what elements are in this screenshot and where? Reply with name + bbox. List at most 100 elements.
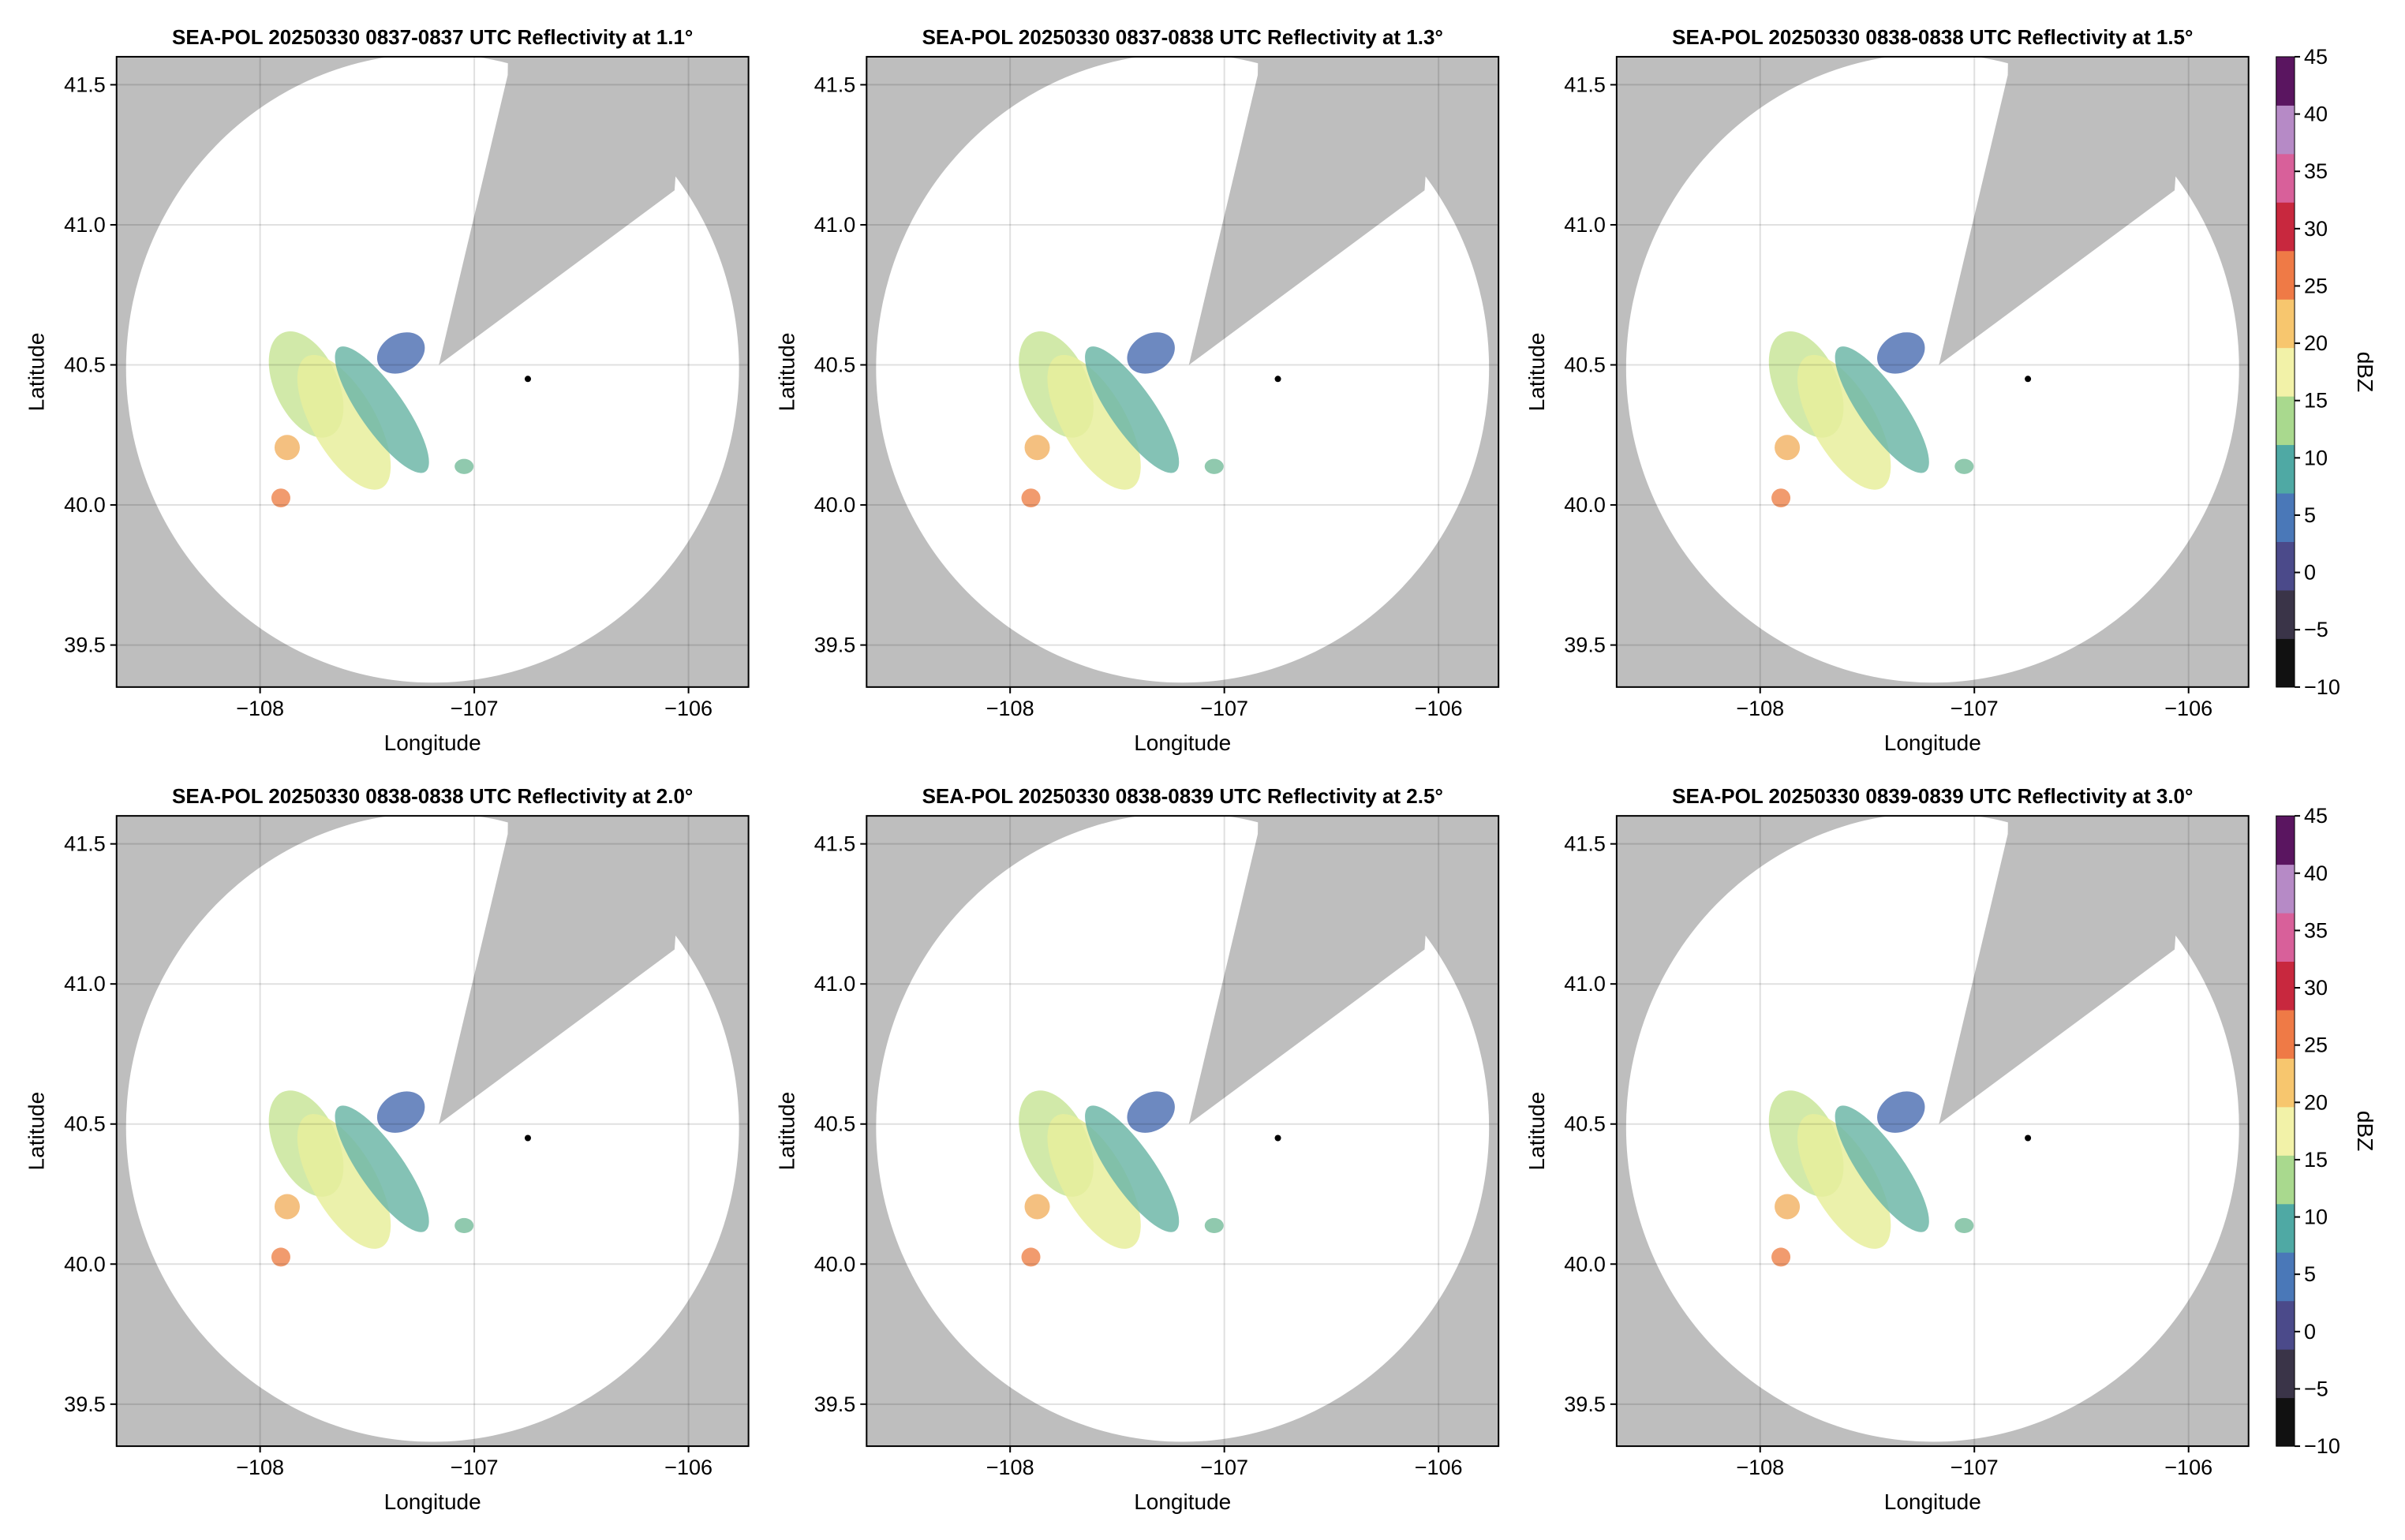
colorbar-tick-label: 20	[2304, 331, 2328, 355]
panel: −108 −107 −106 39.5 40.0 40.5 41.0 41.5 SEA-POL …	[24, 784, 750, 1514]
y-tick-label: 41.0	[814, 213, 856, 237]
axes-frame	[115, 55, 750, 688]
blocked-sector	[439, 816, 684, 1124]
y-axis-label: Latitude	[24, 333, 49, 412]
x-tick-label: −107	[451, 1456, 499, 1479]
echo-area	[271, 488, 290, 508]
echo-area	[1204, 1217, 1224, 1234]
colorbar-segment	[2276, 913, 2295, 962]
plot-area	[1616, 816, 2249, 1447]
colorbar-tick-label: 25	[2304, 1034, 2328, 1057]
colorbar-segment	[2276, 816, 2295, 865]
x-axis-label: Longitude	[384, 1490, 481, 1514]
y-tick-label: 40.0	[64, 1252, 106, 1276]
y-tick-label: 39.5	[64, 634, 106, 657]
colorbar-tick-label: −5	[2304, 1377, 2328, 1400]
y-tick-label: 41.0	[64, 972, 106, 996]
colorbar-tick-label: 25	[2304, 274, 2328, 297]
y-axis-label: Latitude	[774, 333, 799, 412]
echo-area	[1835, 346, 1929, 473]
colorbar-tick-label: 30	[2304, 976, 2328, 1000]
colorbar-segment	[2276, 444, 2295, 494]
colorbar-segment	[2276, 638, 2295, 688]
radar-site	[524, 376, 531, 383]
x-tick-label: −107	[1951, 697, 1999, 720]
y-tick-label: 39.5	[64, 1392, 106, 1416]
chart-title: SEA-POL 20250330 0837-0838 UTC Reflectiv…	[922, 25, 1443, 49]
echo-area	[1954, 458, 1974, 474]
chart-title: SEA-POL 20250330 0838-0838 UTC Reflectiv…	[172, 784, 693, 808]
echo-area	[1127, 332, 1175, 374]
chart-title: SEA-POL 20250330 0838-0838 UTC Reflectiv…	[1672, 25, 2193, 49]
colorbar-segment	[2276, 589, 2295, 639]
chart-title: SEA-POL 20250330 0838-0839 UTC Reflectiv…	[922, 784, 1443, 808]
echo-area	[1775, 435, 1801, 461]
chart-title: SEA-POL 20250330 0839-0839 UTC Reflectiv…	[1672, 784, 2193, 808]
x-axis-label: Longitude	[1134, 1490, 1231, 1514]
echo-area	[1047, 1114, 1141, 1249]
colorbar-segment	[2276, 396, 2295, 446]
colorbar-tick-label: 20	[2304, 1090, 2328, 1114]
x-tick-label: −108	[986, 1456, 1034, 1479]
x-tick-label: −106	[664, 1456, 713, 1479]
radar-site	[2025, 1134, 2032, 1142]
echo-area	[274, 1194, 300, 1220]
colorbar-segment	[2276, 105, 2295, 155]
echo-area	[1797, 354, 1891, 490]
echo-area	[1127, 1091, 1175, 1133]
y-axis-label: Latitude	[774, 1092, 799, 1171]
panel: −108 −107 −106 39.5 40.0 40.5 41.0 41.5 SEA-POL …	[1524, 784, 2377, 1514]
colorbar-tick-label: 45	[2304, 45, 2328, 69]
axes-frame	[866, 815, 1500, 1448]
colorbar-segment	[2276, 864, 2295, 914]
y-tick-label: 40.5	[1564, 1112, 1606, 1136]
x-tick-label: −108	[236, 697, 284, 720]
colorbar-segment	[2276, 347, 2295, 397]
echo-area	[1021, 488, 1041, 508]
echo-area	[297, 354, 391, 490]
chart-title: SEA-POL 20250330 0837-0837 UTC Reflectiv…	[172, 25, 693, 49]
x-tick-label: −107	[1200, 697, 1248, 720]
y-tick-label: 41.5	[64, 832, 106, 856]
panel: −108 −107 −106 39.5 40.0 40.5 41.0 41.5 SEA-POL …	[24, 25, 750, 755]
echo-area	[274, 435, 300, 461]
colorbar-tick-label: 35	[2304, 159, 2328, 183]
colorbar-tick-label: −10	[2304, 675, 2340, 699]
colorbar-segment	[2276, 1155, 2295, 1205]
echo-area	[1024, 1194, 1050, 1220]
y-tick-label: 40.5	[64, 1112, 106, 1136]
x-tick-label: −108	[986, 697, 1034, 720]
colorbar-segment	[2276, 1349, 2295, 1399]
x-axis-label: Longitude	[1884, 1490, 1981, 1514]
colorbar-segment	[2276, 56, 2295, 106]
y-tick-label: 41.0	[1564, 972, 1606, 996]
y-tick-label: 40.0	[814, 493, 856, 517]
panel: −108 −107 −106 39.5 40.0 40.5 41.0 41.5 SEA-POL …	[1524, 25, 2377, 755]
echo-area	[1085, 1105, 1180, 1232]
x-tick-label: −106	[1415, 1456, 1463, 1479]
colorbar-segment	[2276, 961, 2295, 1011]
x-tick-label: −106	[2164, 697, 2212, 720]
radar-site	[524, 1134, 531, 1142]
panel: −108 −107 −106 39.5 40.0 40.5 41.0 41.5 SEA-POL …	[774, 784, 1500, 1514]
y-tick-label: 41.0	[64, 213, 106, 237]
axes-frame	[1615, 55, 2250, 688]
y-axis-label: Latitude	[1524, 1092, 1549, 1171]
colorbar-segment	[2276, 493, 2295, 542]
y-tick-label: 39.5	[1564, 634, 1606, 657]
echo-area	[376, 332, 425, 374]
echo-area	[1797, 1114, 1891, 1249]
echo-area	[1047, 354, 1141, 490]
axes-frame	[115, 815, 750, 1448]
x-tick-label: −107	[1200, 1456, 1248, 1479]
echo-area	[1954, 1217, 1974, 1234]
x-tick-label: −107	[1951, 1456, 1999, 1479]
echo-area	[376, 1091, 425, 1133]
colorbar-tick-label: 35	[2304, 918, 2328, 942]
colorbar-tick-label: 30	[2304, 217, 2328, 241]
x-axis-label: Longitude	[1134, 731, 1231, 755]
colorbar-tick-label: 5	[2304, 1262, 2316, 1286]
plot-area	[116, 56, 749, 687]
echo-area	[1877, 332, 1925, 374]
axes-frame	[866, 55, 1500, 688]
